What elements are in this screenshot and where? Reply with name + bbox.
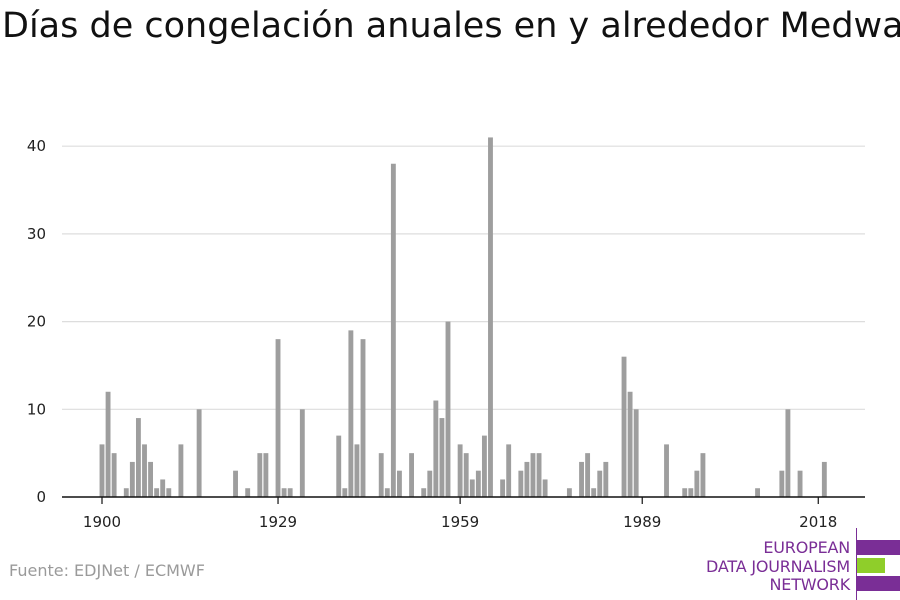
y-tick-label: 20 — [27, 313, 46, 331]
bar-chart: 0 10 20 30 40 1900 1929 1959 1989 2018 — [27, 137, 865, 531]
bar-1916 — [196, 409, 202, 497]
bar-1980 — [585, 453, 591, 497]
bar-1962 — [475, 470, 481, 497]
bar-1948 — [390, 163, 396, 498]
bar-1954 — [427, 470, 433, 497]
bar-1955 — [433, 400, 439, 497]
y-tick-label: 30 — [27, 225, 46, 243]
bar-1964 — [488, 137, 493, 497]
bar-1953 — [421, 488, 427, 497]
logo-line-network: NETWORK — [769, 575, 851, 594]
bar-1941 — [348, 330, 354, 497]
bar-1959 — [457, 444, 463, 497]
bar-2013 — [785, 409, 791, 497]
logo-divider — [856, 528, 857, 600]
bar-1927 — [263, 453, 269, 497]
bar-1946 — [378, 453, 384, 497]
bar-1961 — [469, 479, 475, 497]
bar-2012 — [779, 470, 785, 497]
bar-1910 — [160, 479, 166, 497]
logo-bar-top — [857, 540, 900, 555]
bar-1982 — [597, 470, 603, 497]
bar-1931 — [287, 488, 293, 497]
bar-1913 — [178, 444, 184, 497]
bar-1908 — [148, 461, 153, 497]
bar-2019 — [821, 461, 827, 497]
bar-1924 — [245, 488, 251, 497]
logo-bar-bottom — [857, 576, 900, 591]
bar-1951 — [409, 453, 414, 497]
bar-2008 — [755, 488, 760, 497]
bar-1999 — [700, 453, 706, 497]
x-axis — [62, 496, 865, 504]
y-tick-label: 40 — [27, 137, 46, 155]
bar-1987 — [627, 391, 633, 497]
edjnet-logo[interactable]: EUROPEAN DATA JOURNALISM NETWORK — [700, 528, 900, 600]
bar-1926 — [257, 453, 263, 497]
bar-1929 — [275, 339, 281, 497]
bar-1998 — [694, 470, 700, 497]
bar-1909 — [154, 488, 160, 497]
bars — [99, 137, 827, 498]
bar-1973 — [542, 479, 548, 497]
gridlines — [62, 145, 865, 410]
bar-1963 — [481, 435, 487, 497]
bar-1966 — [500, 479, 506, 497]
bar-1997 — [688, 488, 694, 497]
bar-1949 — [397, 470, 402, 497]
bar-1943 — [360, 339, 366, 497]
logo-line-data-journalism: DATA JOURNALISM — [706, 557, 850, 576]
x-tick-label: 1900 — [83, 513, 121, 531]
logo-line-european: EUROPEAN — [763, 538, 850, 557]
bar-1993 — [664, 444, 669, 497]
bar-1947 — [384, 488, 390, 497]
y-tick-label: 10 — [27, 400, 46, 418]
bar-1906 — [135, 418, 141, 497]
bar-2015 — [797, 470, 803, 497]
chart-title: Días de congelación anuales en y alreded… — [2, 6, 900, 46]
bar-1970 — [524, 461, 530, 497]
bar-1983 — [603, 461, 609, 497]
bar-1979 — [579, 461, 584, 497]
bar-1939 — [336, 435, 342, 497]
x-tick-label: 1989 — [623, 513, 661, 531]
bar-1901 — [105, 391, 111, 497]
bar-1904 — [123, 488, 129, 497]
y-tick-labels: 0 10 20 30 40 — [27, 137, 46, 506]
x-tick-label: 1929 — [259, 513, 297, 531]
bar-1988 — [633, 409, 639, 497]
bar-1996 — [682, 488, 688, 497]
bar-1905 — [129, 461, 135, 497]
bar-1930 — [281, 488, 287, 497]
logo-bar-middle — [857, 558, 885, 573]
bar-1981 — [591, 488, 597, 497]
bar-1960 — [463, 453, 469, 497]
bar-1972 — [536, 453, 542, 497]
bar-1971 — [530, 453, 536, 497]
bar-1956 — [439, 418, 445, 497]
y-tick-label: 0 — [36, 488, 46, 506]
bar-1922 — [233, 470, 238, 497]
bar-1957 — [445, 321, 451, 497]
bar-1942 — [354, 444, 360, 497]
bar-1902 — [111, 453, 117, 497]
x-tick-label: 1959 — [441, 513, 479, 531]
x-tick-label: 2018 — [799, 513, 837, 531]
bar-1900 — [99, 444, 105, 497]
bar-1940 — [342, 488, 348, 497]
bar-1986 — [621, 356, 627, 497]
x-tick-labels: 1900 1929 1959 1989 2018 — [83, 513, 837, 531]
bar-1933 — [299, 409, 305, 497]
bar-1969 — [518, 470, 524, 497]
bar-1967 — [506, 444, 512, 497]
bar-1907 — [142, 444, 147, 497]
bar-1911 — [166, 488, 172, 497]
bar-1977 — [566, 488, 572, 497]
source-note: Fuente: EDJNet / ECMWF — [9, 561, 205, 580]
